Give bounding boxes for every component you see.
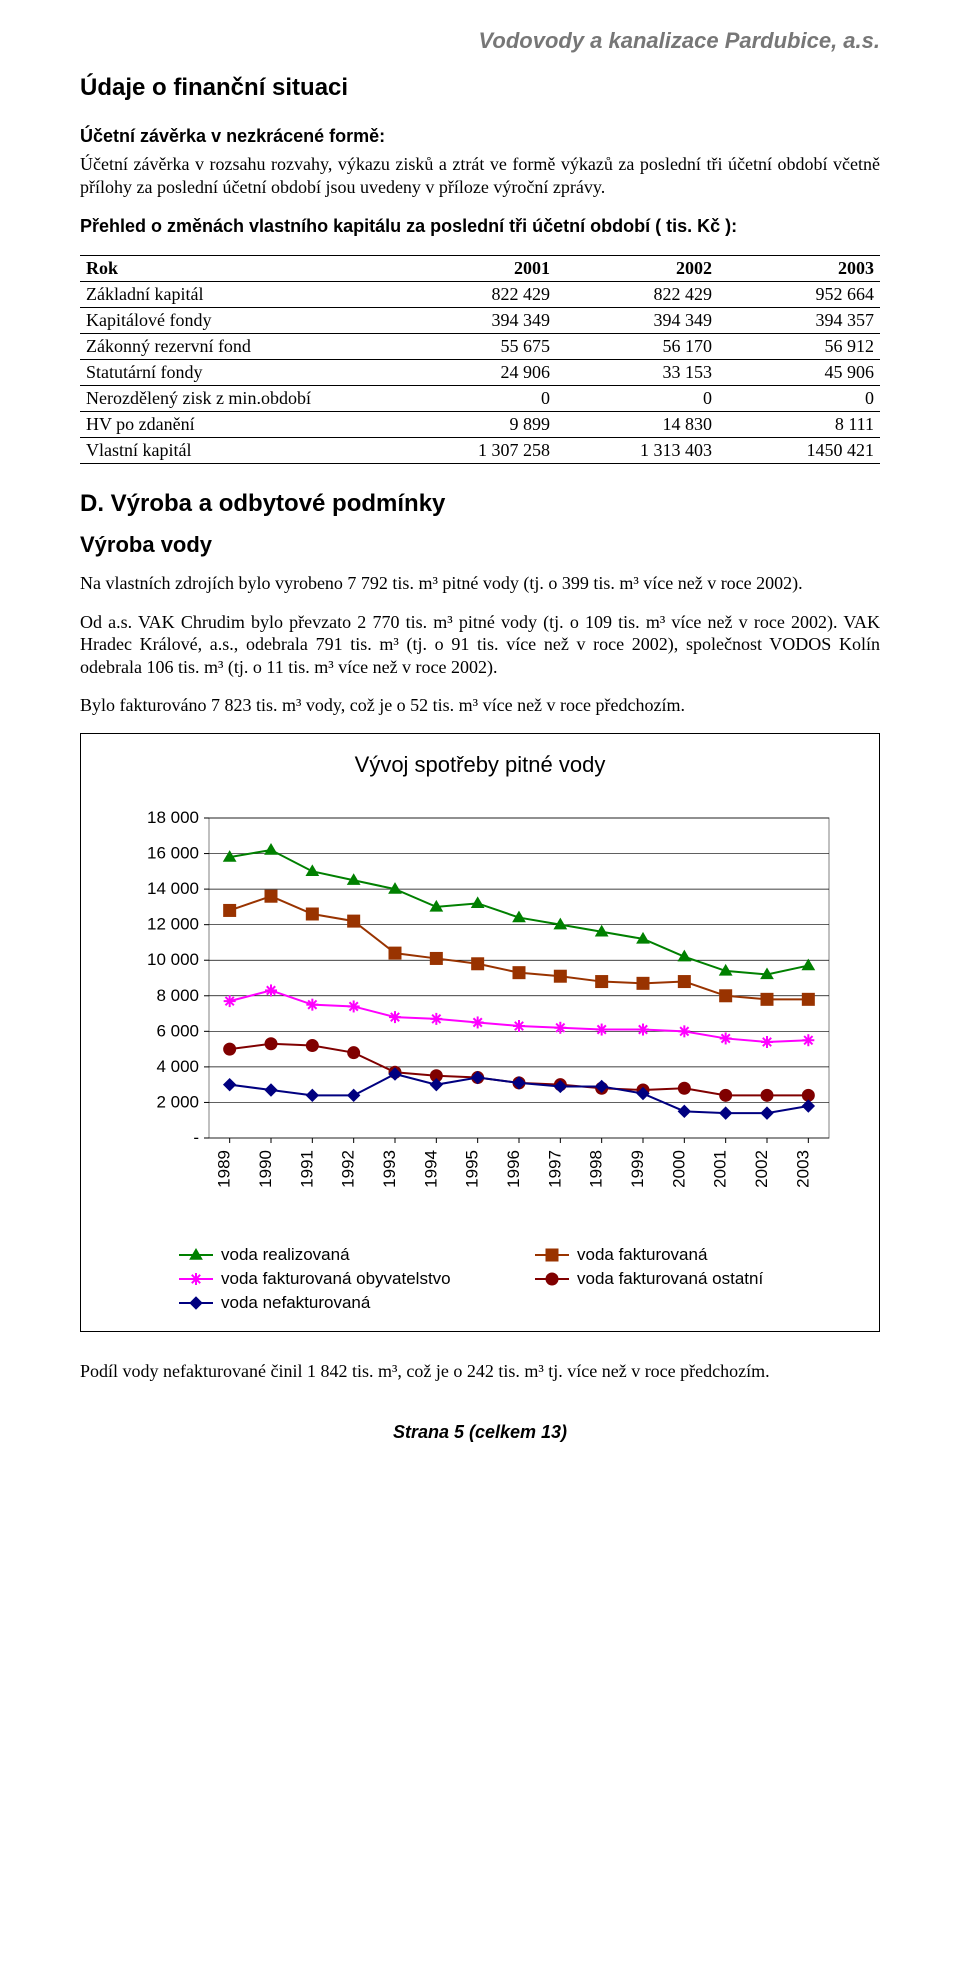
svg-text:6 000: 6 000: [156, 1021, 199, 1040]
svg-text:1993: 1993: [380, 1150, 399, 1188]
svg-text:2000: 2000: [669, 1150, 688, 1188]
legend-label: voda realizovaná: [221, 1245, 350, 1265]
svg-text:14 000: 14 000: [147, 879, 199, 898]
svg-text:1989: 1989: [215, 1150, 234, 1188]
chart-svg: - 2 000 4 000 6 000 8 000 10 000 12 000 14 000 1…: [99, 808, 839, 1228]
page-footer: Strana 5 (celkem 13): [80, 1422, 880, 1443]
subsection-capital-changes-title: Přehled o změnách vlastního kapitálu za …: [80, 216, 880, 237]
section-financial-title: Údaje o finanční situaci: [80, 74, 880, 102]
svg-text:1991: 1991: [297, 1150, 316, 1188]
table-header-year: 2001: [394, 256, 556, 282]
subsection-statement-text: Účetní závěrka v rozsahu rozvahy, výkazu…: [80, 153, 880, 198]
svg-text:1996: 1996: [504, 1150, 523, 1188]
legend-label: voda nefakturovaná: [221, 1293, 370, 1313]
legend-item: voda fakturovaná: [535, 1245, 861, 1265]
legend-item: voda realizovaná: [179, 1245, 505, 1265]
table-row: Základní kapitál822 429822 429952 664: [80, 282, 880, 308]
paragraph-own-sources: Na vlastních zdrojích bylo vyrobeno 7 79…: [80, 572, 880, 595]
svg-text:16 000: 16 000: [147, 843, 199, 862]
water-production-title: Výroba vody: [80, 532, 880, 558]
svg-text:-: -: [193, 1128, 199, 1147]
chart-legend: voda realizovaná voda fakturovaná voda fak…: [179, 1245, 861, 1313]
closing-paragraph: Podíl vody nefakturované činil 1 842 tis…: [80, 1360, 880, 1383]
table-row: Vlastní kapitál1 307 2581 313 4031450 42…: [80, 438, 880, 464]
chart-container: Vývoj spotřeby pitné vody - 2 000 4 000 6 0…: [80, 733, 880, 1332]
table-header-year: 2002: [556, 256, 718, 282]
svg-text:2002: 2002: [752, 1150, 771, 1188]
legend-item: voda nefakturovaná: [179, 1293, 505, 1313]
section-d-title: D. Výroba a odbytové podmínky: [80, 490, 880, 518]
capital-table: Rok200120022003 Základní kapitál822 4298…: [80, 255, 880, 464]
svg-text:1994: 1994: [421, 1150, 440, 1188]
svg-text:8 000: 8 000: [156, 985, 199, 1004]
table-row: HV po zdanění9 89914 8308 111: [80, 412, 880, 438]
paragraph-transfers: Od a.s. VAK Chrudim bylo převzato 2 770 …: [80, 611, 880, 679]
svg-text:2 000: 2 000: [156, 1092, 199, 1111]
legend-label: voda fakturovaná: [577, 1245, 707, 1265]
svg-text:2003: 2003: [793, 1150, 812, 1188]
svg-text:1992: 1992: [339, 1150, 358, 1188]
chart-title: Vývoj spotřeby pitné vody: [99, 752, 861, 778]
svg-text:1990: 1990: [256, 1150, 275, 1188]
svg-text:12 000: 12 000: [147, 914, 199, 933]
table-row: Statutární fondy24 90633 15345 906: [80, 360, 880, 386]
svg-text:1999: 1999: [628, 1150, 647, 1188]
subsection-statement-title: Účetní závěrka v nezkrácené formě:: [80, 126, 880, 147]
svg-text:10 000: 10 000: [147, 950, 199, 969]
legend-label: voda fakturovaná ostatní: [577, 1269, 763, 1289]
table-header-label: Rok: [80, 256, 394, 282]
table-row: Kapitálové fondy394 349394 349394 357: [80, 308, 880, 334]
svg-text:18 000: 18 000: [147, 808, 199, 827]
company-header: Vodovody a kanalizace Pardubice, a.s.: [80, 28, 880, 54]
legend-item: voda fakturovaná ostatní: [535, 1269, 861, 1289]
legend-label: voda fakturovaná obyvatelstvo: [221, 1269, 451, 1289]
legend-item: voda fakturovaná obyvatelstvo: [179, 1269, 505, 1289]
table-header-year: 2003: [718, 256, 880, 282]
svg-text:4 000: 4 000: [156, 1056, 199, 1075]
svg-text:1997: 1997: [545, 1150, 564, 1188]
svg-text:1998: 1998: [587, 1150, 606, 1188]
legend-item: [535, 1293, 861, 1313]
svg-text:1995: 1995: [463, 1150, 482, 1188]
paragraph-invoiced: Bylo fakturováno 7 823 tis. m³ vody, což…: [80, 694, 880, 717]
svg-text:2001: 2001: [711, 1150, 730, 1188]
table-row: Zákonný rezervní fond55 67556 17056 912: [80, 334, 880, 360]
table-row: Nerozdělený zisk z min.období000: [80, 386, 880, 412]
